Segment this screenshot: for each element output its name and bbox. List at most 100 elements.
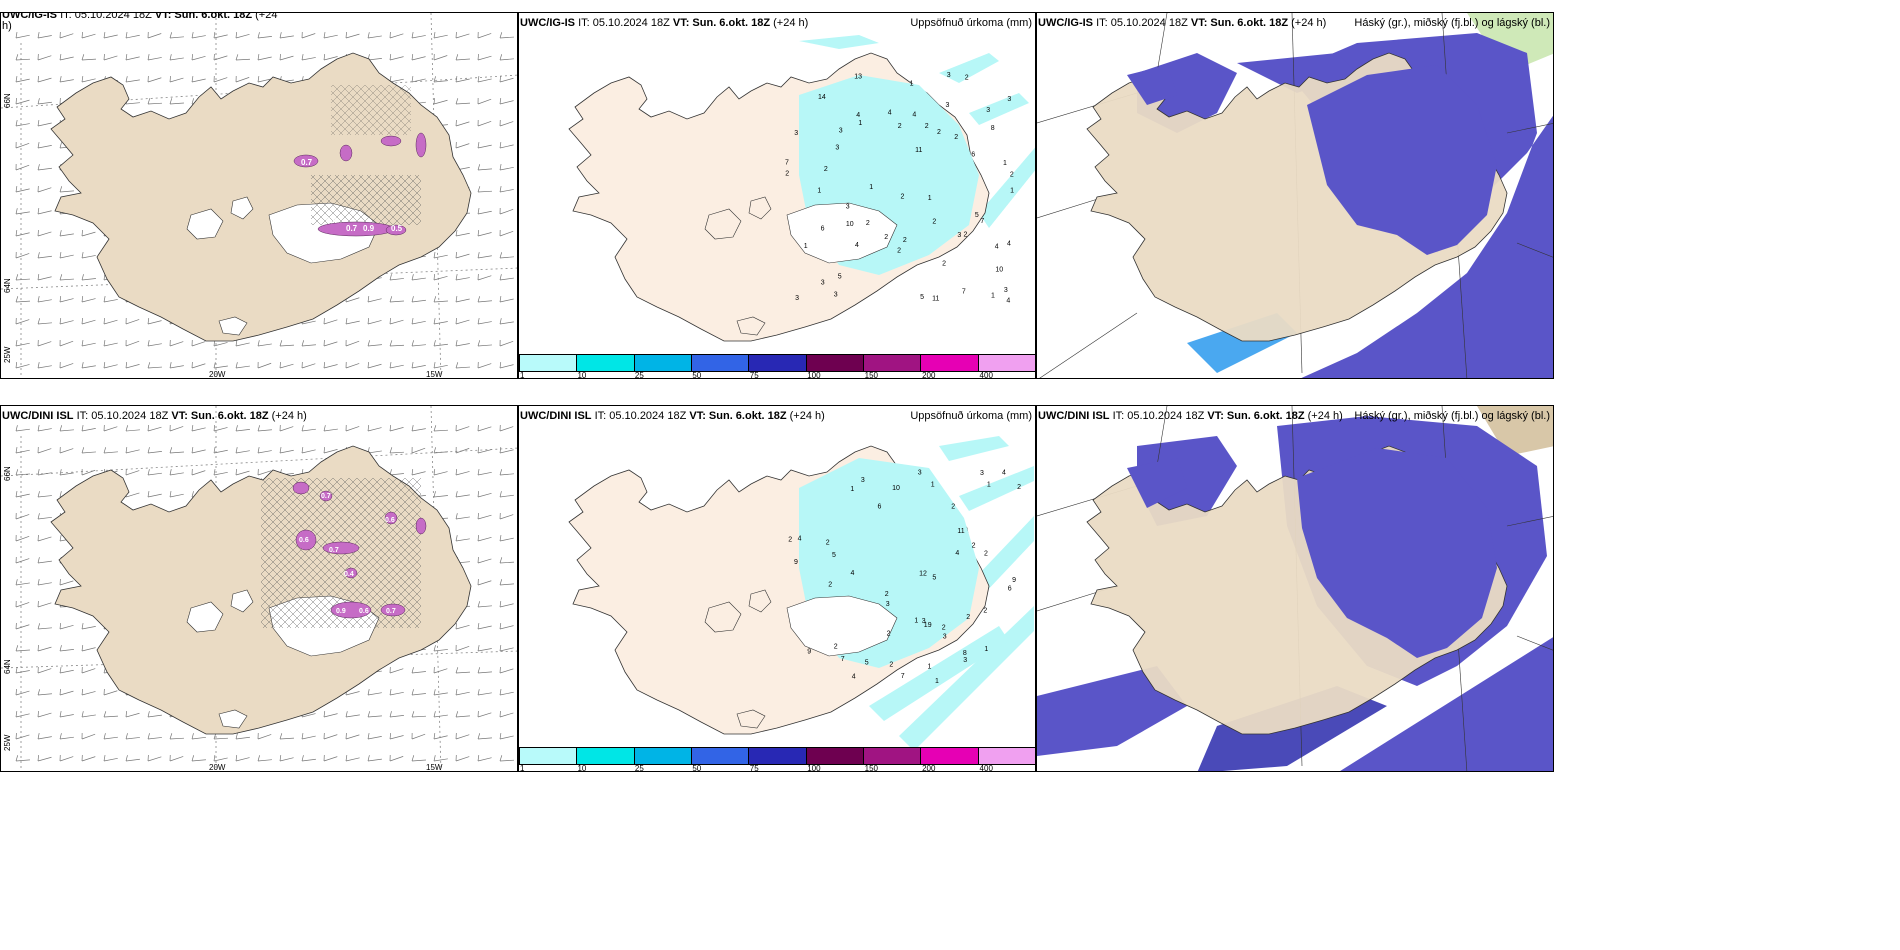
wind-barb [411,711,426,718]
wind-barb [81,468,96,476]
precip-value: 1 [817,188,821,195]
wind-barb [147,711,162,718]
precip-value: 2 [937,129,941,136]
precip-value: 7 [901,673,905,680]
precip-value: 3 [861,477,865,484]
wind-barb [169,339,184,347]
wind-barb [455,689,470,696]
wind-barb [37,53,52,61]
colorbar-label: 75 [749,764,759,772]
wind-barb [345,339,360,347]
wind-barb [323,711,338,718]
precip-map: 1122142343376412371343436112325334112212… [568,35,1035,342]
wind-barb [367,689,382,696]
wind-barb [147,469,162,476]
wind-barb [455,446,470,454]
wind-barb [323,339,338,347]
wind-barb [103,362,118,369]
wind-barb [301,447,316,454]
wind-barb [301,755,316,762]
wind-barb [411,362,426,369]
precip-value: 2 [785,171,789,178]
wind-barb [389,76,404,83]
wind-barb [257,32,272,39]
precip-value: 3 [922,618,926,625]
wind-barb [389,296,404,303]
wind-barb [279,361,294,369]
wind-barb [455,513,470,520]
wind-barb [433,252,448,259]
wind-barb [37,534,52,542]
precip-map-panel-bottom: UWC/DINI ISL IT: 05.10.2024 18Z VT: Sun.… [518,405,1036,772]
precip-value: 7 [980,218,984,225]
wind-barb [147,318,162,325]
colorbar-swatch [749,748,807,764]
colorbar-label: 400 [979,371,993,379]
wind-barb [499,623,514,630]
wind-barb [411,446,426,454]
wind-barb [15,163,30,171]
wind-barb [37,557,52,564]
colorbar-label: 25 [634,764,644,772]
wind-barb [499,645,514,652]
wind-barb [389,274,404,281]
wind-barb [411,274,426,281]
colorbar-swatch [806,355,864,371]
wind-barb [301,31,316,39]
wind-barb [499,98,514,105]
wind-barb [15,296,30,303]
precip-value: 2 [965,75,969,82]
precip-value: 10 [846,221,854,228]
wind-barb [455,230,470,237]
lat-label: 25W [3,346,12,363]
precip-value: 2 [1017,484,1021,491]
svg-text:0.4: 0.4 [326,216,338,225]
wind-barb [345,424,360,432]
wind-barb [499,54,514,61]
wind-barb [81,732,96,740]
precip-value: 4 [1007,241,1011,248]
precip-value: 2 [826,540,830,547]
wind-barb [81,340,96,347]
wind-barb [125,361,140,369]
wind-barb [169,75,184,83]
wind-barb [15,186,30,193]
wind-barb [301,425,316,432]
precip-value: 2 [983,608,987,615]
wind-barb [15,230,30,237]
wind-barb [59,754,74,762]
wind-barb [499,274,514,281]
wind-barb [367,755,382,762]
svg-text:0.5: 0.5 [391,224,403,233]
wind-barb [301,54,316,61]
wind-barb [477,447,492,454]
precip-value: 5 [865,659,869,666]
wind-barb [147,754,162,762]
wind-barb [103,447,118,454]
wind-barb [367,54,382,61]
wind-barb [37,666,52,674]
wind-barb [477,667,492,674]
wind-barb [37,623,52,630]
wind-barb [169,447,184,454]
precip-value: 11 [915,147,922,154]
precip-value: 3 [943,633,947,640]
wind-barb [59,186,74,193]
wind-barb [411,755,426,762]
wind-barb [59,296,74,303]
wind-barb [477,556,492,564]
precip-value: 3 [821,280,825,287]
wind-barb [433,53,448,61]
colorbar-label: 100 [807,371,821,379]
wind-barb [477,361,492,369]
wind-barb [499,755,514,762]
wind-barb [455,251,470,259]
wind-barb [477,76,492,83]
colorbar-swatch [691,355,750,371]
wind-barb [37,754,52,762]
wind-barb [323,317,338,325]
wind-barb [81,666,96,674]
precip-value: 11 [957,528,964,535]
wind-barb [59,469,74,476]
wind-barb [37,362,52,369]
